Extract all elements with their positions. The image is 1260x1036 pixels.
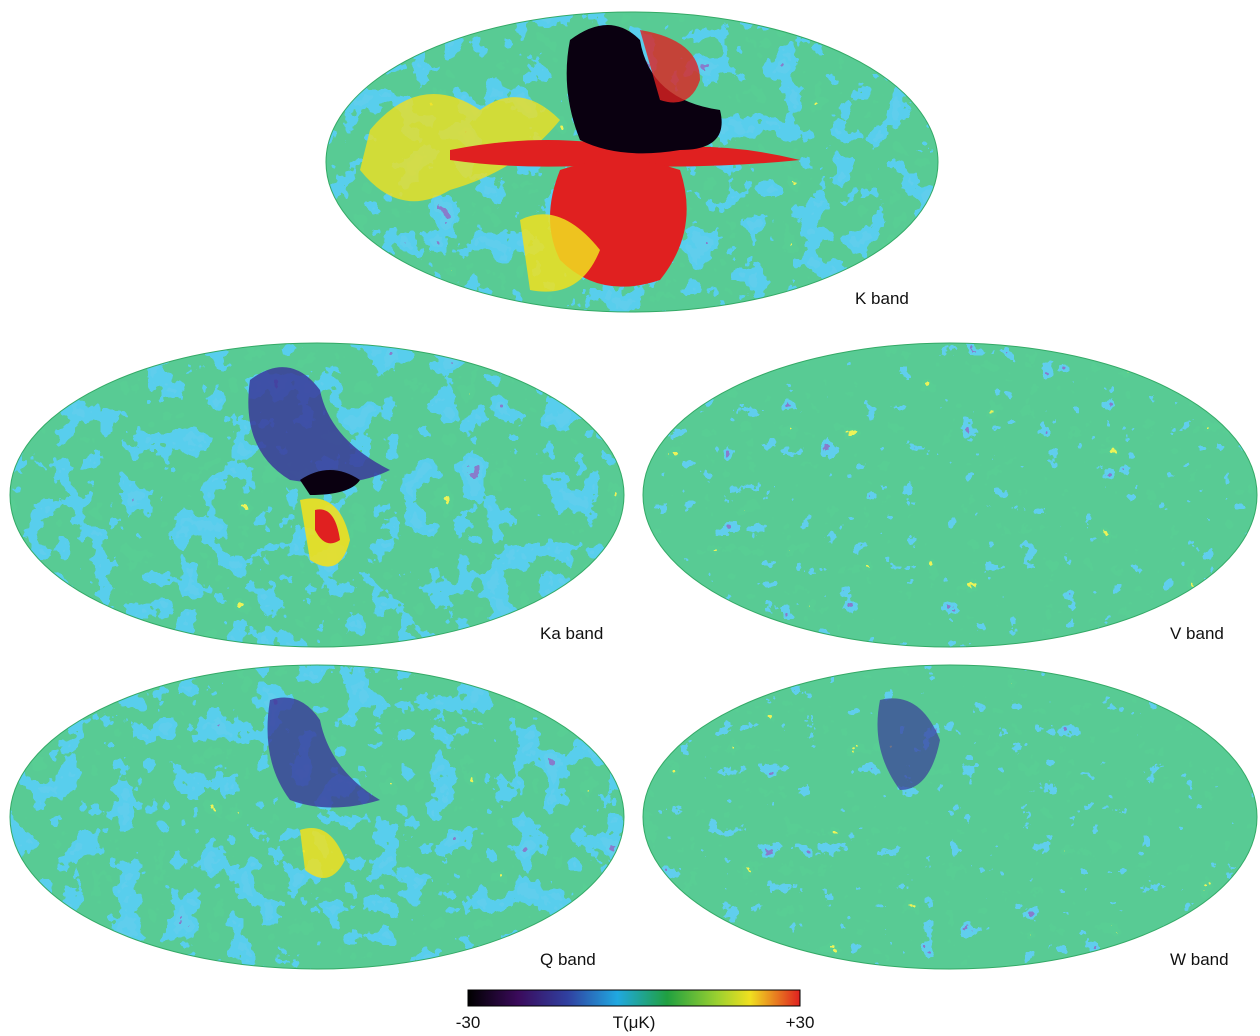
colorbar-max: +30 xyxy=(786,1013,815,1032)
map-texture xyxy=(643,665,1257,969)
warm-halo xyxy=(520,214,600,292)
colorbar-title: T(μK) xyxy=(613,1013,656,1032)
map-outline xyxy=(9,342,625,648)
sky-map xyxy=(326,12,938,312)
galactic-plane xyxy=(450,140,800,167)
warm-spot xyxy=(640,30,700,103)
map-outline xyxy=(642,664,1258,970)
map-texture xyxy=(643,343,1257,647)
warm-lobe xyxy=(300,828,345,878)
panel-label: V band xyxy=(1170,624,1224,643)
sky-map xyxy=(10,665,624,969)
cold-lobe xyxy=(566,25,722,154)
panel-label: Q band xyxy=(540,950,596,969)
cold-lobe xyxy=(248,367,390,484)
map-texture xyxy=(10,665,624,969)
sky-map xyxy=(643,665,1257,969)
foreground-warm xyxy=(360,94,560,202)
colorbar-min: -30 xyxy=(456,1013,481,1032)
panel-label: W band xyxy=(1170,950,1229,969)
panel-label: Ka band xyxy=(540,624,603,643)
sky-map xyxy=(10,343,624,647)
colorbar xyxy=(467,989,801,1007)
cold-lobe xyxy=(267,697,380,808)
map-outline xyxy=(642,342,1258,648)
cold-spot xyxy=(300,470,360,495)
map-outline xyxy=(9,664,625,970)
map-outline xyxy=(325,11,939,313)
sky-map xyxy=(643,343,1257,647)
warm-spot xyxy=(315,509,340,544)
cold-lobe xyxy=(877,698,940,790)
panel-label: K band xyxy=(855,289,909,308)
